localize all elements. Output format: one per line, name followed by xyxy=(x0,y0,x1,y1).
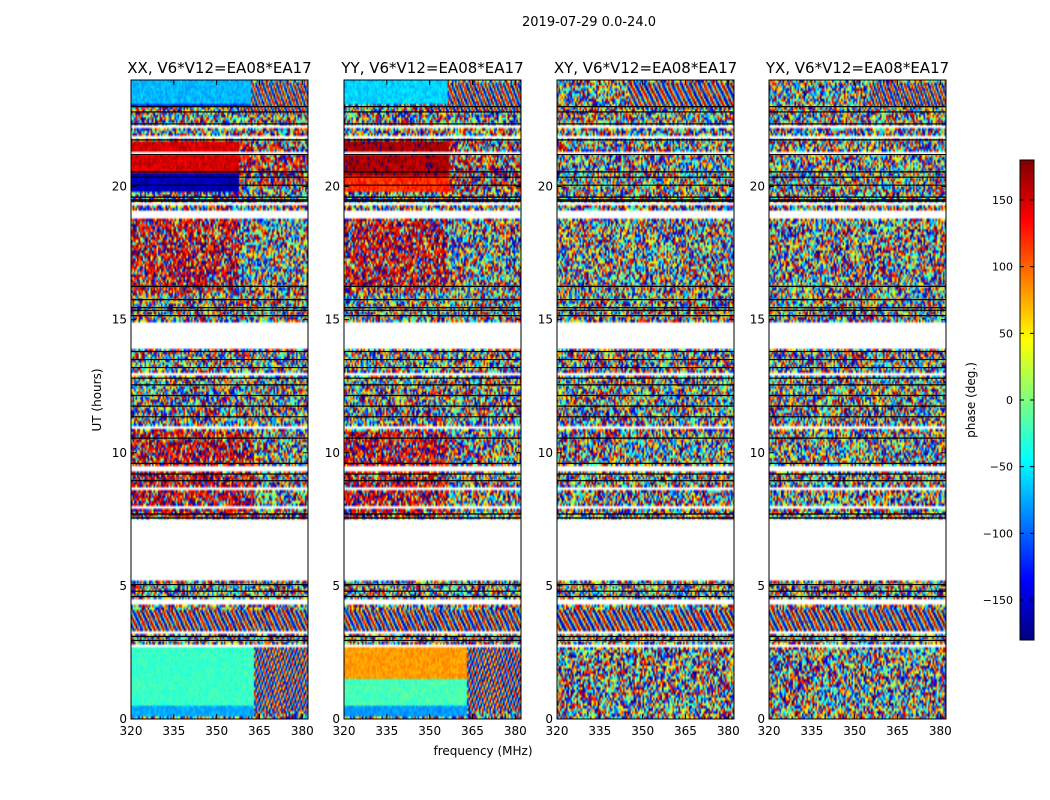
y-tick-label: 20 xyxy=(538,180,553,194)
panel-2: YY, V6*V12=EA08*EA17 320 335 350 365 380 0 5 10 1… xyxy=(325,59,527,738)
colorbar-tick-label: −150 xyxy=(983,594,1013,607)
x-tick-label: 335 xyxy=(800,724,823,738)
y-tick-label: 15 xyxy=(538,313,553,327)
x-tick-label: 350 xyxy=(205,724,228,738)
x-tick-label: 365 xyxy=(886,724,909,738)
colorbar-tick-label: −50 xyxy=(990,461,1013,474)
panel-title: YX, V6*V12=EA08*EA17 xyxy=(765,59,949,77)
x-tick-label: 350 xyxy=(843,724,866,738)
y-tick-label: 0 xyxy=(545,712,553,726)
y-tick-label: 10 xyxy=(538,446,553,460)
y-tick-label: 10 xyxy=(325,446,340,460)
x-tick-label: 365 xyxy=(674,724,697,738)
x-tick-label: 380 xyxy=(717,724,740,738)
x-tick-label: 335 xyxy=(588,724,611,738)
panels: XX, V6*V12=EA08*EA17 320 335 350 365 380 0 5 10 1… xyxy=(112,59,952,738)
x-tick-label: 350 xyxy=(418,724,441,738)
colorbar-tick-label: 50 xyxy=(999,327,1013,340)
panel-heatmap xyxy=(769,80,946,719)
y-tick-label: 15 xyxy=(325,313,340,327)
panel-frame xyxy=(768,79,947,720)
y-tick-label: 5 xyxy=(757,579,765,593)
y-tick-label: 15 xyxy=(112,313,127,327)
panel-heatmap xyxy=(131,80,308,719)
colorbar-tick-label: 0 xyxy=(1006,394,1013,407)
colorbar-tick-label: 100 xyxy=(992,261,1013,274)
x-axis-label: frequency (MHz) xyxy=(433,744,532,758)
y-tick-label: 0 xyxy=(332,712,340,726)
panel-frame xyxy=(130,79,309,720)
x-tick-label: 380 xyxy=(504,724,527,738)
y-tick-label: 20 xyxy=(325,180,340,194)
panel-heatmap xyxy=(344,80,521,719)
colorbar-ticks: −150 −100 −50 0 50 100 150 xyxy=(983,194,1034,607)
y-tick-label: 5 xyxy=(545,579,553,593)
panel-frame xyxy=(343,79,522,720)
y-tick-label: 15 xyxy=(750,313,765,327)
colorbar-tick-label: 150 xyxy=(992,194,1013,207)
y-tick-label: 10 xyxy=(112,446,127,460)
x-tick-label: 365 xyxy=(248,724,271,738)
colorbar: −150 −100 −50 0 50 100 150 phase (deg.) xyxy=(964,159,1035,641)
x-tick-label: 320 xyxy=(333,724,356,738)
x-tick-label: 320 xyxy=(546,724,569,738)
y-tick-label: 0 xyxy=(757,712,765,726)
y-tick-label: 20 xyxy=(750,180,765,194)
panel-4: YX, V6*V12=EA08*EA17 320 335 350 365 380 0 5 10 1… xyxy=(750,59,952,738)
figure-title: 2019-07-29 0.0-24.0 xyxy=(522,15,656,30)
x-tick-label: 320 xyxy=(120,724,143,738)
y-tick-label: 5 xyxy=(332,579,340,593)
x-tick-label: 350 xyxy=(631,724,654,738)
x-tick-label: 335 xyxy=(375,724,398,738)
x-tick-label: 335 xyxy=(162,724,185,738)
panel-frame xyxy=(556,79,735,720)
colorbar-tick-label: −100 xyxy=(983,527,1013,540)
y-tick-label: 20 xyxy=(112,180,127,194)
panel-title: XY, V6*V12=EA08*EA17 xyxy=(554,59,737,77)
y-tick-label: 0 xyxy=(119,712,127,726)
y-axis-label: UT (hours) xyxy=(90,368,104,431)
panel-3: XY, V6*V12=EA08*EA17 320 335 350 365 380 0 5 10 1… xyxy=(538,59,740,738)
panel-title: YY, V6*V12=EA08*EA17 xyxy=(340,59,523,77)
panel-title: XX, V6*V12=EA08*EA17 xyxy=(127,59,311,77)
x-tick-label: 380 xyxy=(929,724,952,738)
x-tick-label: 365 xyxy=(461,724,484,738)
y-tick-label: 5 xyxy=(119,579,127,593)
x-tick-label: 320 xyxy=(758,724,781,738)
colorbar-label: phase (deg.) xyxy=(964,362,978,438)
y-tick-label: 10 xyxy=(750,446,765,460)
x-tick-label: 380 xyxy=(291,724,314,738)
panel-heatmap xyxy=(557,80,734,719)
panel-1: XX, V6*V12=EA08*EA17 320 335 350 365 380 0 5 10 1… xyxy=(112,59,314,738)
